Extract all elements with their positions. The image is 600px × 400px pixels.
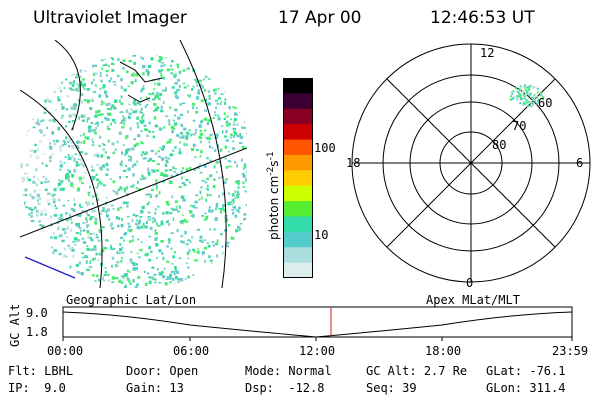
dsp-info: Dsp: -12.8 xyxy=(245,381,324,395)
glat-info: GLat: -76.1 xyxy=(486,364,565,378)
apex-label: Apex MLat/MLT xyxy=(426,293,520,307)
glon-label: GLon: xyxy=(486,381,523,395)
colorbar-frame xyxy=(283,78,313,278)
altitude-ytick-9: 9.0 xyxy=(26,306,48,320)
altitude-ylabel: GC Alt xyxy=(8,303,22,347)
polar-label-18: 18 xyxy=(346,156,361,170)
altitude-xtick-1200: 12:00 xyxy=(299,344,336,358)
altitude-xtick-2359: 23:59 xyxy=(552,344,589,358)
altitude-curve xyxy=(62,311,573,338)
ip-value: 9.0 xyxy=(44,381,66,395)
gcalt-label: GC Alt: xyxy=(366,364,417,378)
polar-label-12: 12 xyxy=(480,46,495,60)
gain-value: 13 xyxy=(169,381,184,395)
gain-info: Gain: 13 xyxy=(126,381,184,395)
gain-label: Gain: xyxy=(126,381,163,395)
geographic-grid xyxy=(20,40,247,288)
altitude-ytick-1.8: 1.8 xyxy=(26,325,48,339)
door-label: Door: xyxy=(126,364,163,378)
colorbar xyxy=(283,78,313,278)
ip-label: IP: xyxy=(8,381,30,395)
filter-label: Flt: xyxy=(8,364,37,378)
colorbar-segment xyxy=(283,201,313,217)
colorbar-tick-100: 100 xyxy=(314,141,336,155)
coastline xyxy=(24,256,76,279)
colorbar-segment xyxy=(283,185,313,202)
glon-info: GLon: 311.4 xyxy=(486,381,565,395)
polar-label-0: 0 xyxy=(466,276,474,290)
filter-info: Flt: LBHL xyxy=(8,364,73,378)
time-label: 12:46:53 UT xyxy=(430,8,535,28)
date-label: 17 Apr 00 xyxy=(278,8,362,28)
seq-value: 39 xyxy=(402,381,417,395)
altitude-plot-frame xyxy=(62,306,573,338)
colorbar-segment xyxy=(283,231,313,248)
colorbar-segment xyxy=(283,139,313,156)
mode-info: Mode: Normal xyxy=(245,364,332,378)
polar-label-6: 6 xyxy=(576,156,584,170)
gcalt-value: 2.7 Re xyxy=(423,364,468,378)
polar-ring-label-60: 60 xyxy=(538,96,553,110)
glat-label: GLat: xyxy=(486,364,523,378)
colorbar-segment xyxy=(283,262,313,278)
seq-label: Seq: xyxy=(366,381,395,395)
dsp-value: -12.8 xyxy=(288,381,325,395)
altitude-xtick-1800: 18:00 xyxy=(425,344,462,358)
door-value: Open xyxy=(169,364,199,378)
polar-aurora-patch xyxy=(509,84,545,108)
colorbar-segment xyxy=(283,247,313,264)
colorbar-segment xyxy=(283,216,313,233)
colorbar-segment xyxy=(283,154,313,171)
colorbar-segment xyxy=(283,93,313,110)
polar-ring-label-70: 70 xyxy=(512,119,527,133)
seq-info: Seq: 39 xyxy=(366,381,417,395)
polar-ring-label-80: 80 xyxy=(492,138,507,152)
dsp-label: Dsp: xyxy=(245,381,274,395)
colorbar-segment xyxy=(283,108,313,125)
geographic-label: Geographic Lat/Lon xyxy=(66,293,197,307)
ip-info: IP: 9.0 xyxy=(8,381,66,395)
colorbar-tick-10: 10 xyxy=(314,228,329,242)
glat-value: -76.1 xyxy=(529,364,566,378)
altitude-xtick-0600: 06:00 xyxy=(173,344,210,358)
filter-value: LBHL xyxy=(44,364,74,378)
colorbar-segment xyxy=(283,124,313,141)
mode-value: Normal xyxy=(288,364,332,378)
altitude-xtick-0000: 00:00 xyxy=(47,344,84,358)
gcalt-info: GC Alt: 2.7 Re xyxy=(366,364,467,378)
colorbar-segment xyxy=(283,78,313,94)
door-info: Door: Open xyxy=(126,364,198,378)
colorbar-segment xyxy=(283,170,313,187)
mode-label: Mode: xyxy=(245,364,282,378)
instrument-title: Ultraviolet Imager xyxy=(33,8,187,28)
glon-value: 311.4 xyxy=(529,381,566,395)
altitude-xticks xyxy=(62,337,573,341)
